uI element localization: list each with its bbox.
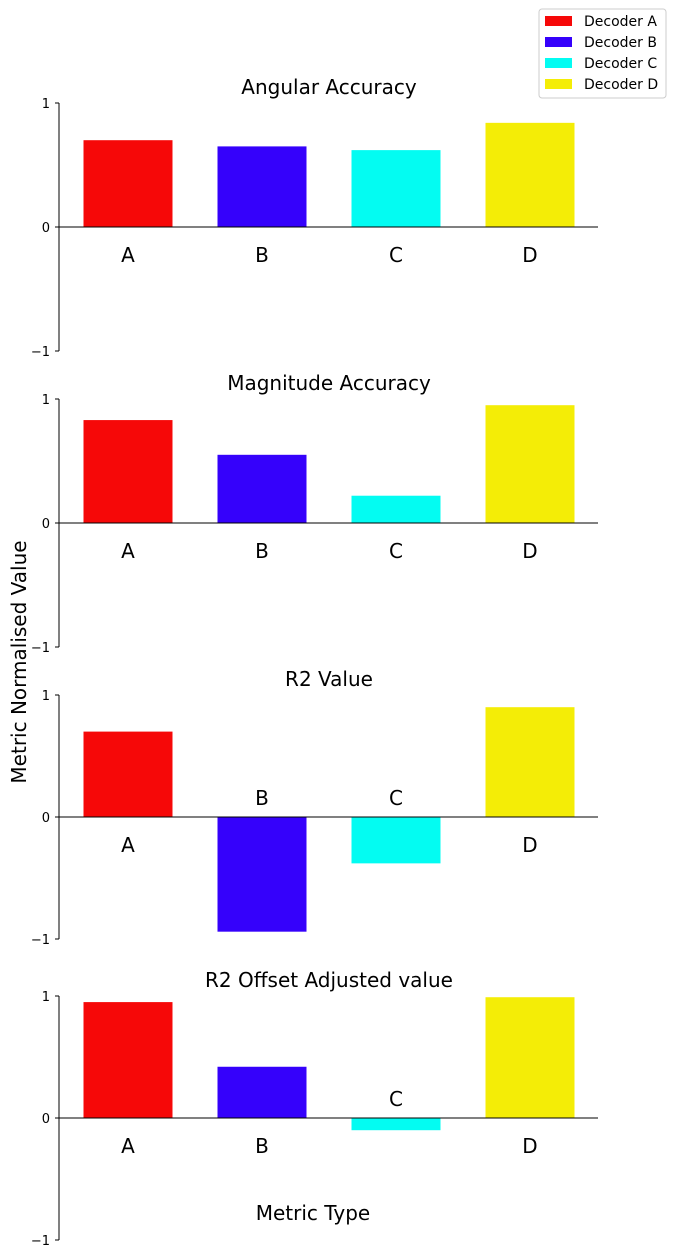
category-label-a: A [121,243,135,267]
category-label-c: C [389,539,403,563]
bar-d [485,997,575,1118]
y-tick-label: 0 [42,811,50,826]
legend-swatch [545,16,572,26]
panel-title: Magnitude Accuracy [227,371,431,395]
category-label-c: C [389,786,403,810]
category-label-c: C [389,243,403,267]
x-axis-title: Metric Type [256,1201,370,1225]
y-tick-label: 1 [42,97,50,112]
legend-swatch [545,58,572,68]
bar-c [351,1118,441,1131]
category-label-b: B [255,243,269,267]
bar-c [351,495,441,523]
panel-title: Angular Accuracy [241,75,417,99]
category-label-d: D [522,833,537,857]
category-label-b: B [255,786,269,810]
category-label-a: A [121,539,135,563]
category-label-b: B [255,1134,269,1158]
legend-label: Decoder A [584,14,657,30]
y-tick-label: −1 [31,1234,50,1249]
bar-a [83,140,173,227]
bar-d [485,122,575,227]
category-label-d: D [522,539,537,563]
legend: Decoder A Decoder B Decoder C Decoder D [538,8,667,99]
panel-title: R2 Value [285,667,373,691]
category-label-d: D [522,243,537,267]
bar-c [351,817,441,864]
category-label-a: A [121,833,135,857]
legend-label: Decoder C [584,56,657,72]
y-tick-label: −1 [31,345,50,360]
bar-a [83,731,173,817]
y-tick-label: −1 [31,933,50,948]
y-tick-label: 0 [42,221,50,236]
bar-b [217,454,307,523]
bar-d [485,405,575,523]
bar-d [485,707,575,817]
legend-swatch [545,37,572,47]
category-label-b: B [255,539,269,563]
category-label-c: C [389,1087,403,1111]
legend-frame [538,8,667,99]
y-tick-label: 0 [42,1112,50,1127]
legend-swatch [545,79,572,89]
legend-items: Decoder A Decoder B Decoder C Decoder D [545,14,658,93]
y-axis-title: Metric Normalised Value [7,540,31,783]
legend-label: Decoder D [584,77,658,93]
legend-label: Decoder B [584,35,657,51]
panel-title: R2 Offset Adjusted value [205,968,453,992]
bar-a [83,1002,173,1118]
bar-c [351,150,441,227]
y-tick-label: 1 [42,990,50,1005]
y-tick-label: 1 [42,393,50,408]
chart-panel-3: R2 Value −1 0 1 A B C D [31,667,598,948]
y-tick-label: −1 [31,641,50,656]
y-tick-label: 1 [42,689,50,704]
chart-panel-2: Magnitude Accuracy −1 0 1 A B C D [31,371,598,656]
category-label-a: A [121,1134,135,1158]
bar-b [217,146,307,227]
chart-panel-1: Angular Accuracy −1 0 1 A B C D [31,75,598,360]
category-label-d: D [522,1134,537,1158]
bar-b [217,817,307,932]
chart-panel-4: R2 Offset Adjusted value −1 0 1 A B C D [31,968,598,1249]
bar-a [83,420,173,523]
y-tick-label: 0 [42,517,50,532]
bar-b [217,1066,307,1118]
